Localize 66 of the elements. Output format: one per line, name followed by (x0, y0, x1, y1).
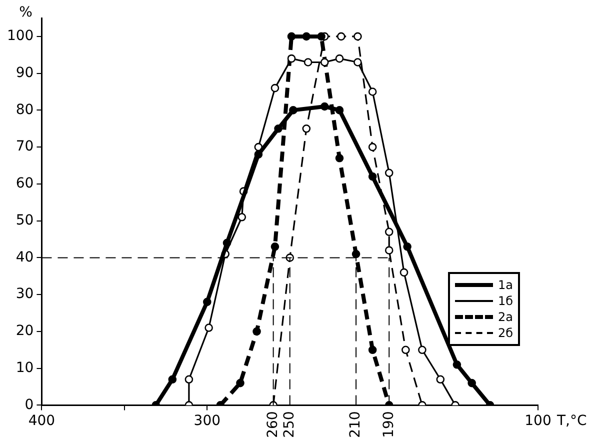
point (336, 32, 346, 41)
ref-line-label: 190 (380, 411, 397, 438)
ref-line-label: 210 (348, 411, 364, 438)
point (320, 58, 329, 66)
y-tick-label: 100 (6, 28, 34, 44)
y-tick-label: 70 (16, 138, 34, 155)
point (384, 246, 394, 254)
point (354, 58, 362, 66)
point (304, 58, 312, 66)
point (384, 228, 394, 236)
point (236, 378, 244, 388)
ref-line-label: 250 (282, 411, 298, 438)
point (270, 84, 280, 92)
x-tick-label: 100 (524, 413, 552, 430)
y-tick-label: 0 (24, 396, 34, 413)
point (335, 154, 344, 162)
point (274, 124, 282, 133)
point (335, 54, 344, 63)
y-tick-label: 80 (16, 102, 34, 118)
point (368, 346, 377, 354)
point (354, 32, 362, 41)
y-tick-label: 40 (16, 249, 34, 266)
point (222, 238, 232, 248)
point (254, 150, 263, 159)
x-tick-label: 400 (28, 413, 56, 430)
x-axis-title: T,°C (556, 412, 587, 429)
point (335, 106, 344, 114)
point (252, 327, 261, 336)
point (368, 88, 377, 96)
point (289, 106, 298, 114)
point (352, 250, 360, 258)
point (203, 298, 212, 306)
point (168, 375, 177, 384)
point (184, 375, 194, 384)
point (302, 124, 311, 133)
point (436, 375, 445, 384)
y-axis-title: % (19, 4, 32, 21)
point (468, 378, 476, 388)
point (270, 242, 280, 251)
x-tick-label: 300 (194, 413, 221, 430)
y-tick-label: 60 (16, 176, 34, 192)
legend-label: 2а (498, 310, 513, 324)
point (452, 360, 462, 369)
point (287, 54, 296, 63)
point (302, 32, 311, 41)
point (402, 346, 410, 354)
point (384, 168, 394, 178)
point (403, 242, 412, 251)
legend-label: 1б (498, 294, 514, 308)
point (320, 102, 329, 111)
y-tick-label: 90 (16, 64, 34, 81)
y-tick-label: 20 (16, 323, 34, 340)
y-tick-label: 30 (16, 286, 34, 302)
y-tick-label: 50 (16, 212, 34, 228)
legend-label: 2б (498, 326, 514, 340)
point (368, 142, 377, 152)
point (400, 268, 408, 277)
legend-label: 1а (498, 278, 513, 292)
point (317, 32, 326, 41)
point (204, 324, 213, 332)
point (418, 346, 426, 354)
ref-line-label: 260 (264, 411, 281, 438)
y-tick-label: 10 (16, 360, 34, 376)
point (238, 212, 246, 222)
point (287, 32, 296, 41)
point (368, 172, 377, 181)
